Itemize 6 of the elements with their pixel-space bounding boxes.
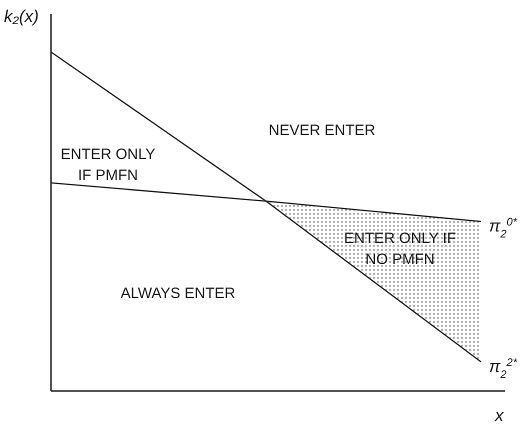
annotation: ENTER ONLY IF PMFN	[60, 146, 156, 184]
annotation: ALWAYS ENTER	[120, 285, 236, 302]
y-axis-title: k₂(x)	[4, 7, 39, 26]
annotation: ENTER ONLY IF NO PMFN	[344, 230, 456, 268]
x-axis-title: x	[494, 406, 504, 425]
annotation: NEVER ENTER	[268, 122, 376, 139]
